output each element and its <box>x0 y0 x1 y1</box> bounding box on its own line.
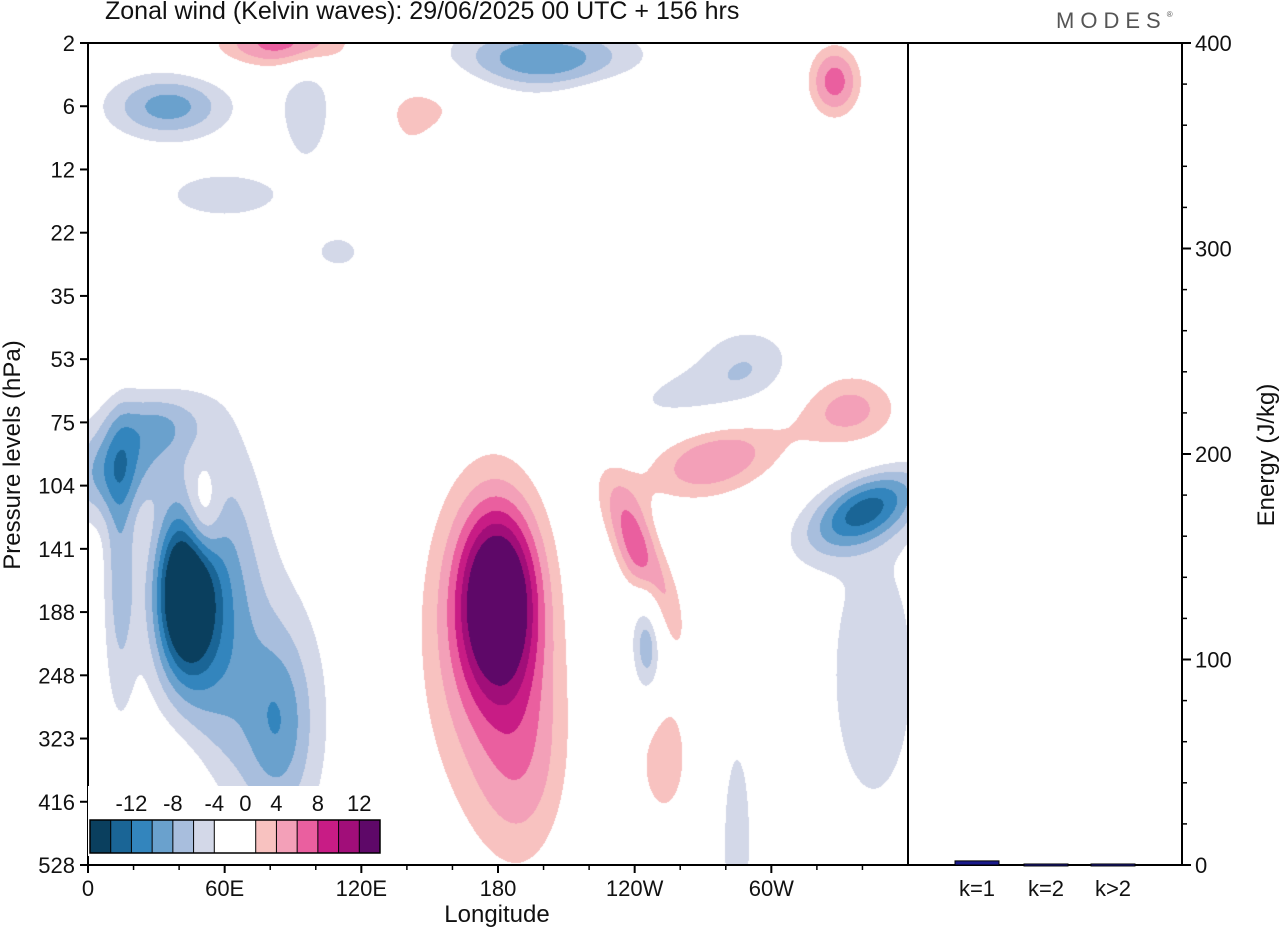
x-tick-label: 120E <box>336 876 387 901</box>
colorbar-label: 8 <box>312 791 324 816</box>
colorbar-label: 4 <box>270 791 282 816</box>
colorbar-swatch <box>214 820 236 853</box>
energy-category-label: k=1 <box>959 876 995 901</box>
energy-bar <box>954 860 1000 866</box>
contour-field <box>88 43 908 865</box>
colorbar-swatch <box>110 820 132 853</box>
brand-name: MODES <box>1056 8 1167 33</box>
y-tick-label: 528 <box>38 853 75 878</box>
y-tick-label: 104 <box>38 474 75 499</box>
colorbar-label: -8 <box>163 791 183 816</box>
x-tick-label: 0 <box>82 876 94 901</box>
y-tick-label: 75 <box>51 410 75 435</box>
colorbar-swatch <box>255 820 277 853</box>
y-tick-label: 6 <box>63 94 75 119</box>
chart-title: Zonal wind (Kelvin waves): 29/06/2025 00… <box>105 0 740 25</box>
y-tick-label: 248 <box>38 663 75 688</box>
y-tick-label: 416 <box>38 790 75 815</box>
colorbar: -12 -8 -4 0 4 8 12 <box>88 786 382 856</box>
colorbar-frame <box>89 819 381 854</box>
colorbar-label: -4 <box>205 791 225 816</box>
colorbar-swatch <box>297 820 319 853</box>
colorbar-swatch <box>317 820 340 853</box>
energy-tick-label: 0 <box>1195 853 1207 878</box>
colorbar-swatch <box>152 820 174 853</box>
brand-logo: MODES® <box>1056 8 1173 34</box>
x-tick-label: 60W <box>749 876 794 901</box>
x-tick-label: 120W <box>606 876 664 901</box>
energy-tick-label: 100 <box>1195 648 1232 673</box>
y-tick-label: 141 <box>38 537 75 562</box>
colorbar-swatch <box>338 820 360 853</box>
colorbar-swatch <box>90 820 112 853</box>
energy-axes: 0 100 200 300 400 k=1 k=2 k>2 <box>954 31 1232 901</box>
colorbar-swatch <box>276 820 298 853</box>
y-tick-label: 35 <box>51 284 75 309</box>
energy-category-label: k>2 <box>1095 876 1131 901</box>
colorbar-swatch <box>131 820 153 853</box>
colorbar-swatch <box>235 820 257 853</box>
y-tick-label: 323 <box>38 727 75 752</box>
energy-tick-label: 400 <box>1195 31 1232 56</box>
colorbar-swatch <box>359 820 381 853</box>
y-tick-label: 22 <box>51 221 75 246</box>
y-tick-label: 53 <box>51 347 75 372</box>
y-tick-label: 12 <box>51 157 75 182</box>
x-tick-label: 60E <box>205 876 244 901</box>
colorbar-swatch <box>193 820 215 853</box>
colorbar-label: 0 <box>239 791 251 816</box>
colorbar-swatch <box>172 820 195 853</box>
colorbar-label: 12 <box>347 791 371 816</box>
colorbar-label: -12 <box>116 791 148 816</box>
energy-category-label: k=2 <box>1028 876 1064 901</box>
y-tick-label: 188 <box>38 600 75 625</box>
energy-bar <box>1023 863 1069 867</box>
x-axis-title: Longitude <box>444 901 549 928</box>
y-tick-label: 2 <box>63 31 75 56</box>
y-axis-title: Pressure levels (hPa) <box>0 340 26 569</box>
energy-bar <box>1090 863 1136 867</box>
registered-mark-icon: ® <box>1166 10 1173 19</box>
x-tick-label: 180 <box>480 876 517 901</box>
energy-axis-title: Energy (J/kg) <box>1253 384 1280 527</box>
energy-tick-label: 300 <box>1195 237 1232 262</box>
energy-tick-label: 200 <box>1195 442 1232 467</box>
contour-image <box>88 43 908 865</box>
energy-plot-frame <box>907 42 1183 866</box>
